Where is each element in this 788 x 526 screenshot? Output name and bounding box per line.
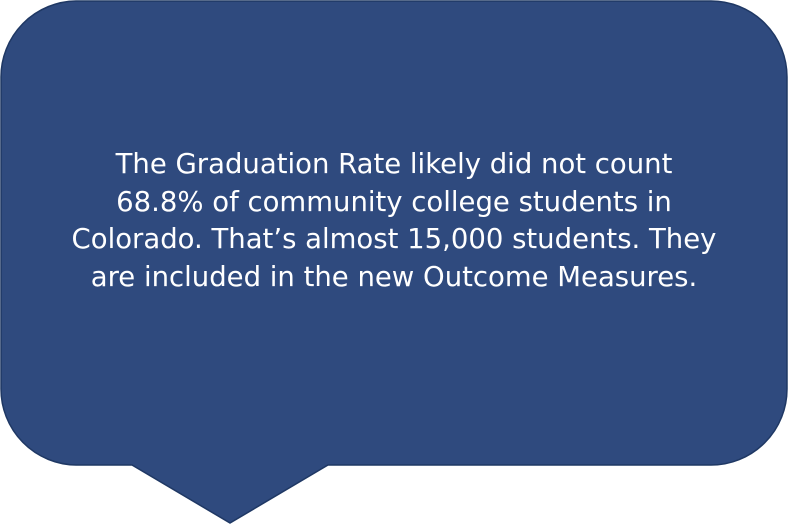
callout-line: The Graduation Rate likely did not count	[115, 148, 673, 180]
callout-line: Colorado. That’s almost 15,000 students.…	[71, 223, 717, 255]
callout-text: The Graduation Rate likely did not count…	[20, 146, 768, 296]
callout-line: 68.8% of community college students in	[116, 185, 672, 218]
callout-line: are included in the new Outcome Measures…	[90, 260, 698, 293]
